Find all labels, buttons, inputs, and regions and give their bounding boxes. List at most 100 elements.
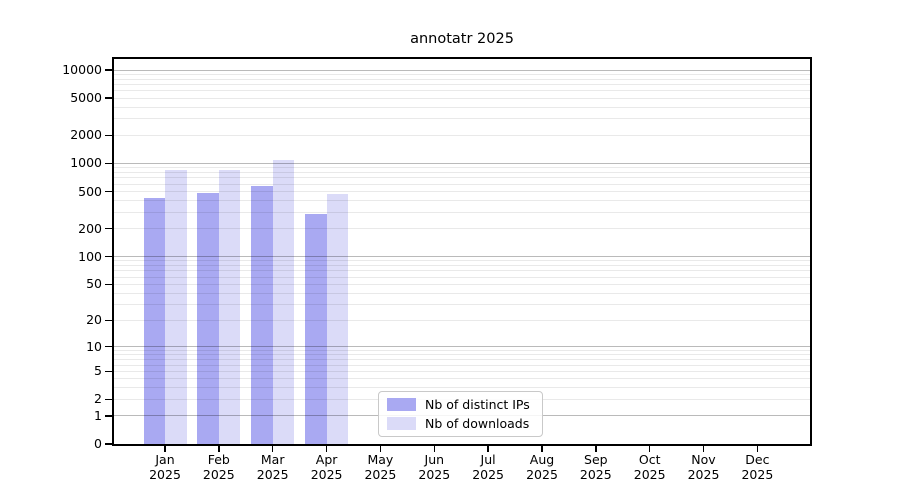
y-gridline-minor	[114, 83, 810, 85]
x-tick-mark	[325, 446, 328, 452]
y-gridline-minor	[114, 378, 810, 380]
x-tick-year: 2025	[256, 467, 289, 482]
y-tick-label: 100	[78, 248, 102, 264]
y-tick-label: 5000	[70, 90, 102, 106]
y-gridline-minor	[114, 73, 810, 75]
y-gridline-minor	[114, 276, 810, 278]
bar-downloads-mar	[272, 159, 295, 444]
y-tick-mark	[105, 190, 112, 193]
plot-area	[112, 57, 812, 446]
x-tick-mark	[433, 446, 435, 452]
y-gridline-minor	[114, 265, 810, 266]
y-gridline-minor	[114, 106, 810, 108]
y-tick-label: 0	[94, 436, 102, 451]
x-tick-label: Dec 2025	[729, 452, 785, 482]
y-tick-label: 200	[78, 220, 102, 236]
x-tick-mark	[702, 446, 705, 452]
y-tick-label: 5	[94, 363, 102, 379]
y-gridline-major	[114, 346, 810, 348]
x-tick-label: May 2025	[352, 452, 408, 482]
x-tick-year: 2025	[418, 467, 451, 482]
y-gridline-minor	[114, 359, 810, 361]
y-gridline-minor	[114, 191, 810, 192]
y-gridline-minor	[114, 350, 810, 351]
y-gridline-minor	[114, 211, 810, 213]
y-gridline-minor	[114, 364, 810, 366]
x-tick-year: 2025	[741, 467, 774, 482]
y-gridline-minor	[114, 134, 810, 136]
chart-title: annotatr 2025	[410, 31, 514, 47]
x-tick-year: 2025	[310, 467, 343, 482]
x-tick-label: Feb 2025	[191, 452, 247, 482]
y-tick-mark	[105, 69, 112, 71]
x-tick-mark	[271, 446, 274, 452]
x-tick-mark	[379, 446, 382, 452]
legend-item-downloads: Nb of downloads	[387, 416, 534, 431]
bar-distinct-ips-feb	[197, 193, 219, 444]
bar-distinct-ips-jan	[143, 197, 165, 444]
x-tick-mark	[218, 446, 220, 452]
x-tick-mark	[541, 446, 543, 452]
y-tick-label: 2000	[70, 127, 102, 143]
x-tick-year: 2025	[202, 467, 235, 482]
y-gridline-minor	[114, 172, 810, 173]
x-tick-year: 2025	[579, 467, 612, 482]
y-tick-label: 10	[86, 338, 102, 354]
x-tick-year: 2025	[687, 467, 720, 482]
bar-downloads-feb	[218, 170, 241, 444]
legend: Nb of distinct IPs Nb of downloads	[378, 391, 543, 437]
y-tick-mark	[105, 398, 112, 401]
x-tick-year: 2025	[149, 467, 181, 482]
y-gridline-minor	[114, 183, 810, 185]
x-tick-label: Apr 2025	[299, 452, 355, 482]
bar-downloads-jan	[165, 170, 187, 444]
y-tick-mark	[105, 415, 112, 417]
y-gridline-major	[114, 162, 810, 164]
x-tick-mark	[164, 446, 166, 452]
x-tick-label: Sep 2025	[568, 452, 624, 482]
y-tick-label: 2	[94, 391, 102, 407]
legend-swatch-downloads-icon	[387, 417, 416, 430]
y-tick-label: 1000	[70, 155, 102, 171]
y-gridline-minor	[114, 270, 810, 272]
x-tick-label: Aug 2025	[514, 452, 570, 482]
y-tick-label: 500	[78, 183, 102, 199]
y-gridline-minor	[114, 370, 810, 372]
y-gridline-minor	[114, 90, 810, 92]
x-tick-label: Mar 2025	[245, 452, 301, 482]
y-gridline-minor	[114, 319, 810, 321]
y-tick-mark	[105, 227, 112, 230]
y-gridline-minor	[114, 283, 810, 285]
x-tick-year: 2025	[364, 467, 397, 482]
y-gridline-minor	[114, 260, 810, 262]
y-gridline-major	[114, 69, 810, 71]
y-gridline-minor	[114, 354, 810, 356]
x-tick-mark	[595, 446, 597, 452]
y-tick-mark	[105, 443, 112, 445]
y-tick-label: 1	[94, 407, 102, 423]
x-tick-mark	[487, 446, 489, 452]
x-tick-label: Jan 2025	[137, 452, 193, 482]
legend-swatch-distinct-ips-icon	[387, 398, 416, 411]
x-tick-year: 2025	[472, 467, 504, 482]
y-tick-mark	[105, 370, 112, 372]
y-gridline-minor	[114, 167, 810, 169]
x-tick-label: Jun 2025	[406, 452, 462, 482]
y-gridline-minor	[114, 304, 810, 305]
y-gridline-minor	[114, 387, 810, 389]
x-tick-label: Jul 2025	[460, 452, 516, 482]
legend-item-distinct-ips: Nb of distinct IPs	[387, 397, 534, 412]
y-gridline-minor	[114, 292, 810, 294]
y-tick-mark	[105, 345, 112, 348]
x-tick-year: 2025	[526, 467, 558, 482]
y-tick-label: 50	[86, 276, 102, 292]
y-gridline-minor	[114, 97, 810, 99]
y-tick-mark	[105, 134, 112, 137]
y-gridline-minor	[114, 228, 810, 230]
y-tick-mark	[105, 283, 112, 286]
y-tick-mark	[105, 162, 112, 165]
bar-distinct-ips-apr	[305, 213, 327, 444]
y-gridline-minor	[114, 200, 810, 202]
x-tick-label: Nov 2025	[676, 452, 732, 482]
